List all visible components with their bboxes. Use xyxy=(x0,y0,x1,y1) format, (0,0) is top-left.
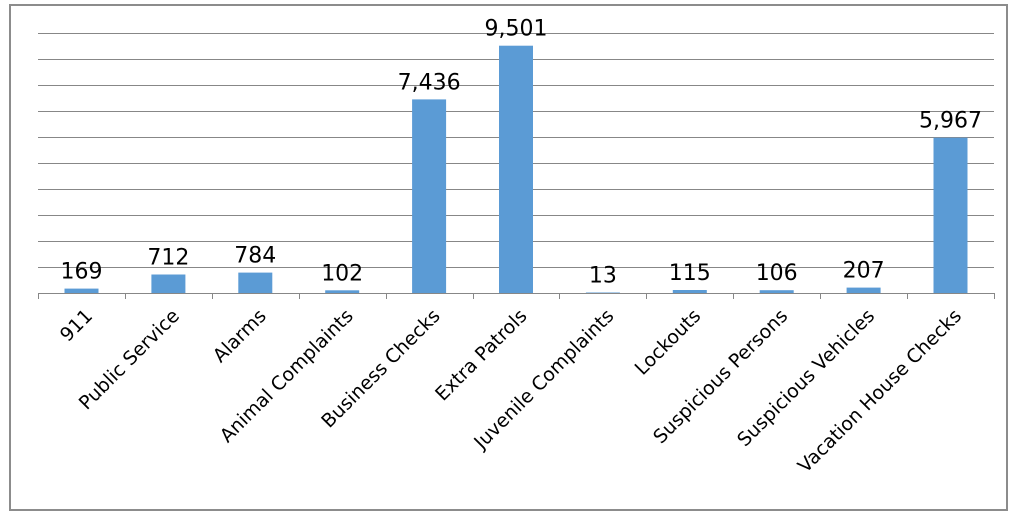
bar xyxy=(846,287,881,293)
data-labels: 169 712 784 102 7,436 9,501 13 115 106 207 5,967 xyxy=(61,17,982,289)
bars xyxy=(64,45,968,294)
data-label: 7,436 xyxy=(398,70,461,95)
bar xyxy=(672,290,707,293)
data-label: 169 xyxy=(61,260,103,285)
data-label: 207 xyxy=(843,259,885,284)
bar xyxy=(759,290,794,293)
bar xyxy=(412,99,447,294)
category-label: Lockouts xyxy=(631,305,706,380)
category-label: Vacation House Checks xyxy=(794,305,966,477)
bar xyxy=(151,274,186,293)
x-axis xyxy=(38,293,995,299)
bar xyxy=(325,290,360,293)
bar xyxy=(933,137,968,293)
category-label: Alarms xyxy=(209,305,271,367)
bar xyxy=(64,288,99,293)
data-label: 115 xyxy=(669,261,711,286)
chart-frame: 169 712 784 102 7,436 9,501 13 115 106 207 5,967 9… xyxy=(9,4,1008,511)
data-label: 102 xyxy=(321,261,363,286)
data-label: 784 xyxy=(234,244,276,269)
data-label: 712 xyxy=(147,246,189,271)
data-label: 9,501 xyxy=(485,17,548,42)
category-label: Juvenile Complaints xyxy=(469,305,618,454)
bar xyxy=(238,272,273,293)
data-label: 5,967 xyxy=(919,109,982,134)
data-label: 13 xyxy=(589,264,617,289)
bar xyxy=(499,45,533,294)
category-label: 911 xyxy=(56,305,97,346)
bar xyxy=(585,292,620,293)
data-label: 106 xyxy=(756,261,798,286)
bar-chart: 169 712 784 102 7,436 9,501 13 115 106 207 5,967 9… xyxy=(38,17,995,477)
